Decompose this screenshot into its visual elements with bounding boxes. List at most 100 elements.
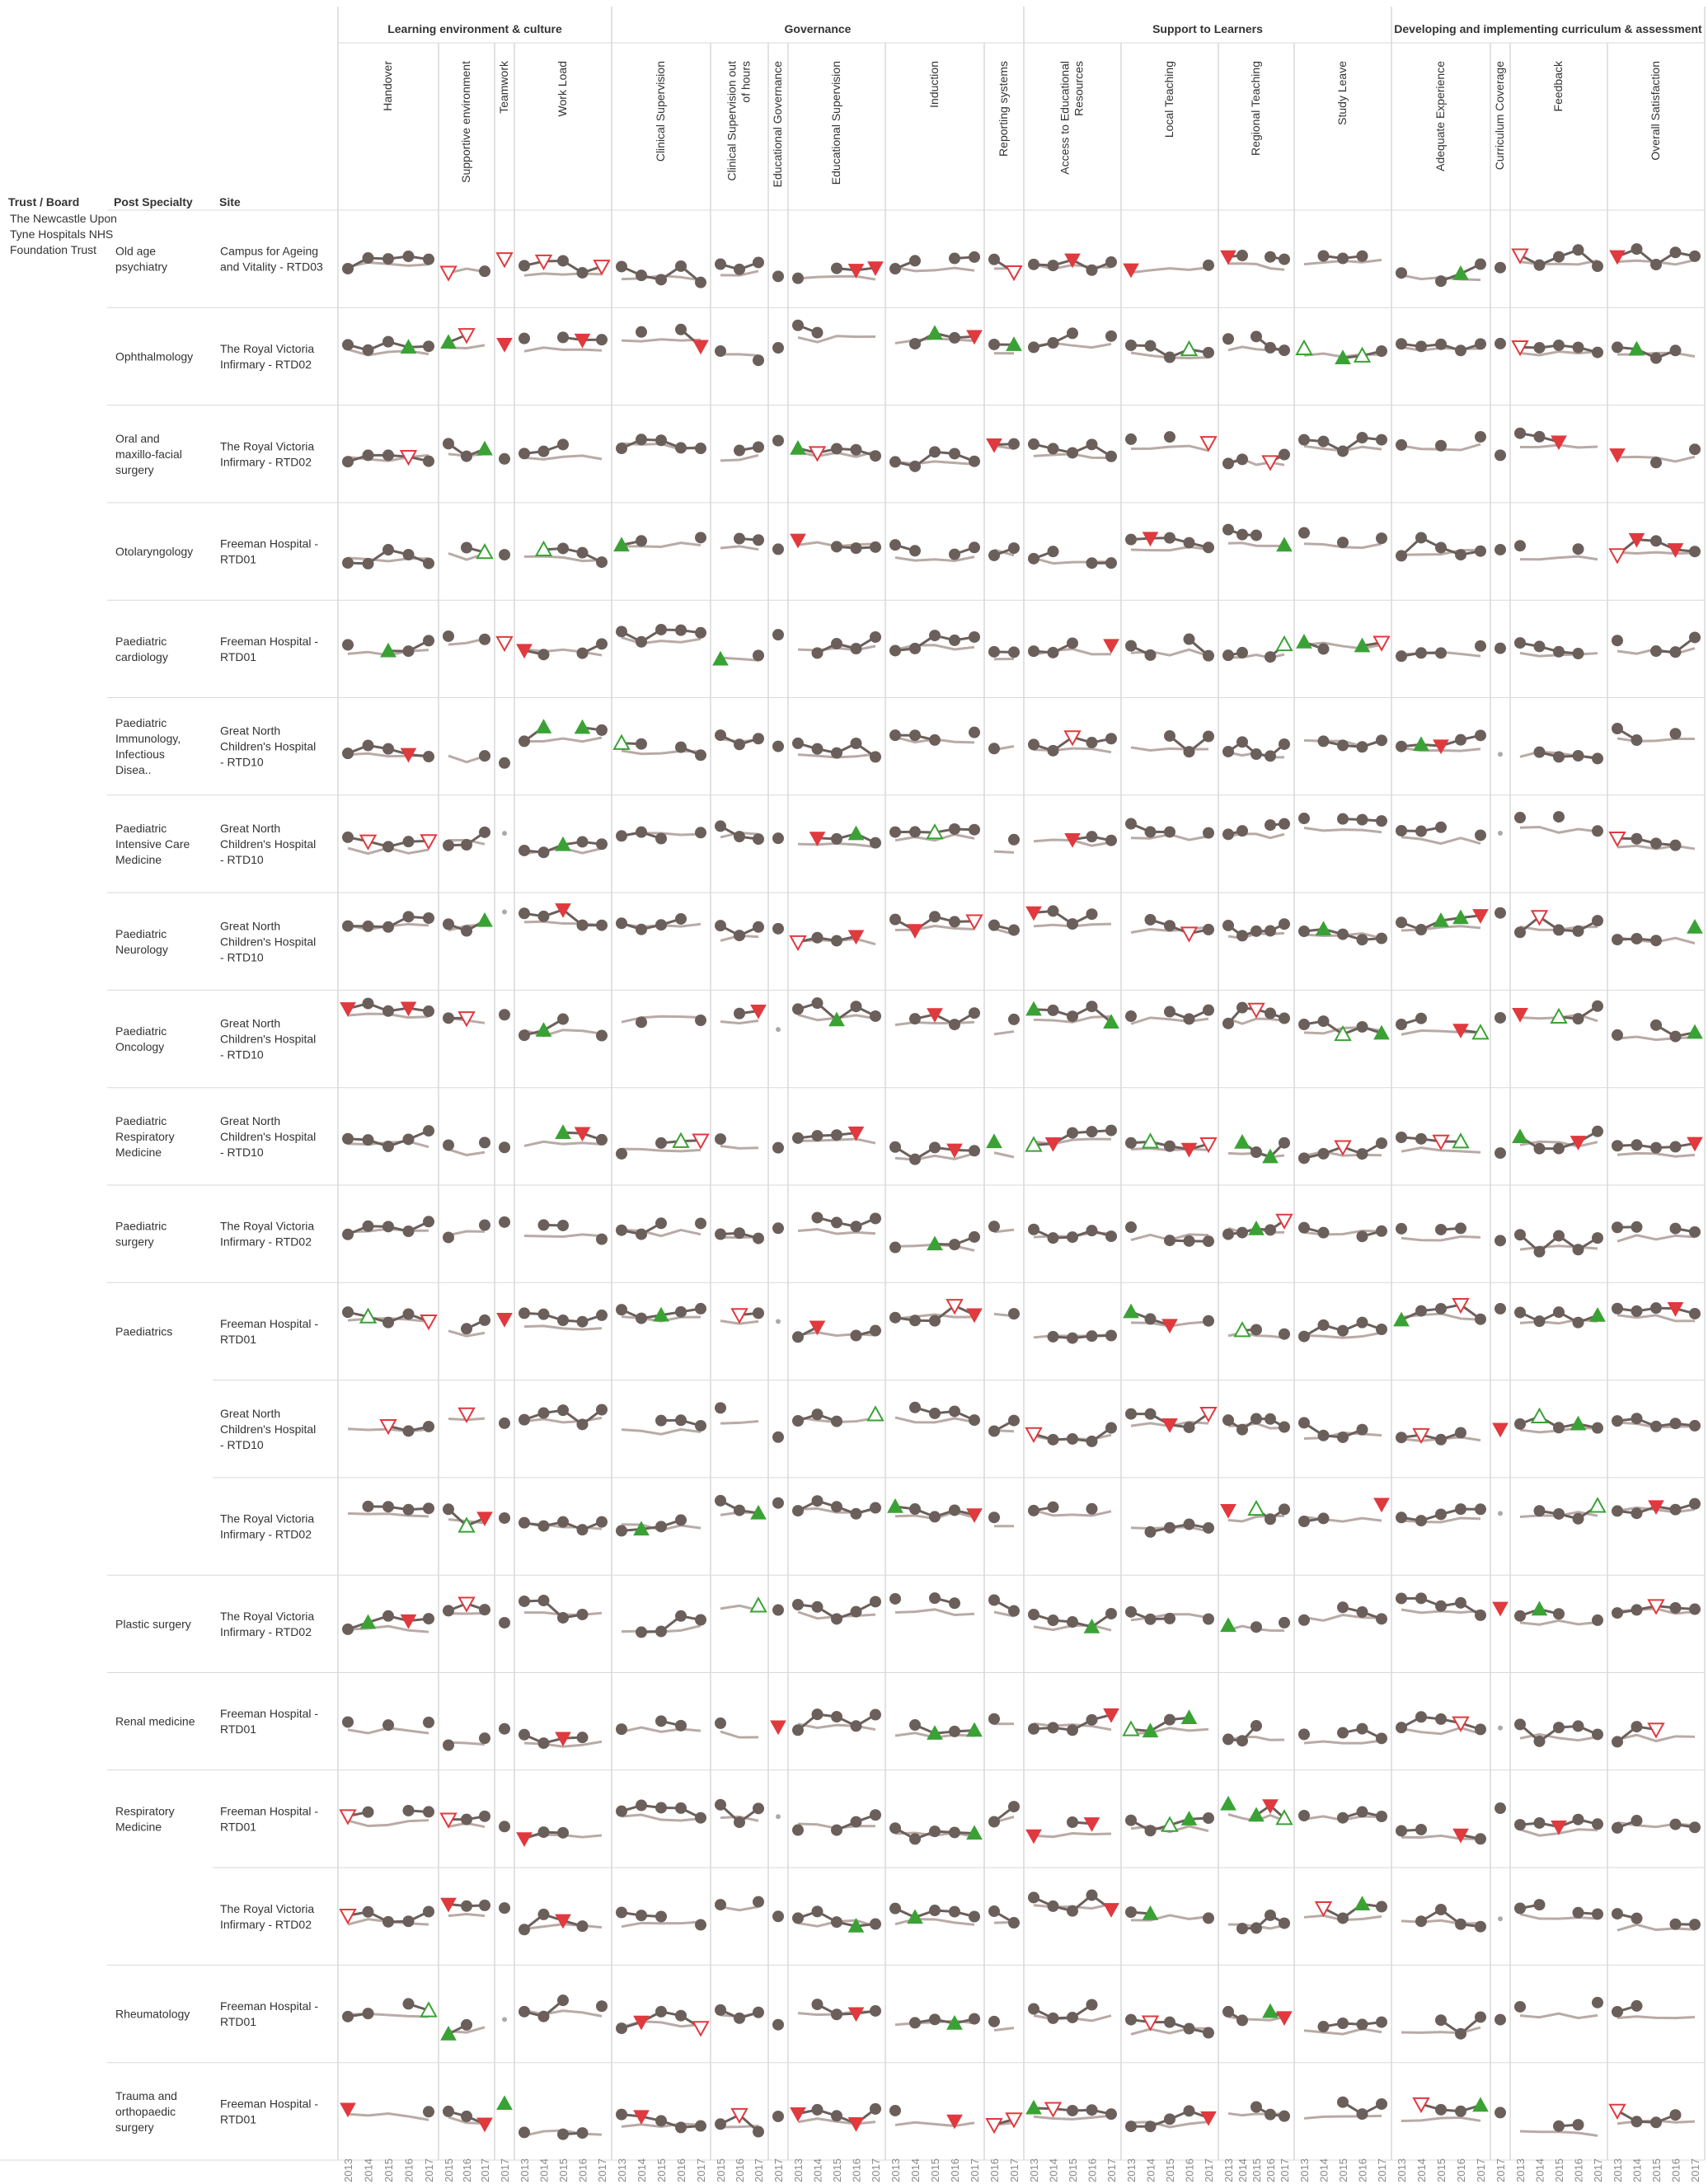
data-point	[402, 1915, 415, 1928]
data-point	[1028, 1722, 1039, 1735]
data-point	[655, 1802, 667, 1814]
data-point-small	[502, 2017, 507, 2022]
data-point	[929, 446, 941, 458]
data-point	[1279, 1917, 1290, 1929]
below-outlier-marker	[790, 2107, 806, 2122]
data-point	[1396, 267, 1407, 279]
data-point	[1125, 1137, 1137, 1149]
data-point	[1236, 646, 1248, 658]
data-point	[1592, 1996, 1603, 2008]
data-point	[811, 1495, 824, 1507]
above-outlier-marker	[986, 1133, 1002, 1149]
below-outlier-marker	[633, 2015, 650, 2031]
year-tick-label: 2015	[655, 2158, 668, 2182]
data-point	[1533, 341, 1546, 354]
below-outlier-marker	[730, 1308, 748, 1324]
data-point	[753, 1232, 764, 1244]
data-point	[889, 729, 901, 742]
data-point	[479, 1219, 490, 1231]
data-point	[949, 634, 960, 646]
data-point	[675, 1414, 687, 1427]
data-point	[443, 918, 454, 930]
data-point	[675, 260, 687, 272]
data-point	[557, 255, 569, 267]
data-point	[1533, 640, 1546, 653]
data-point	[1337, 1601, 1349, 1614]
data-point	[362, 344, 374, 356]
data-point	[929, 1141, 941, 1154]
data-point	[949, 548, 960, 560]
above-outlier-marker	[555, 836, 571, 851]
data-point	[1125, 433, 1137, 445]
below-outlier-marker	[400, 1614, 417, 1629]
above-outlier-marker	[1142, 1722, 1159, 1738]
data-point	[850, 1507, 862, 1520]
above-outlier-marker	[653, 1306, 669, 1322]
data-point	[1396, 1432, 1407, 1444]
data-point	[1572, 341, 1584, 354]
above-outlier-marker	[1471, 1024, 1490, 1040]
data-point	[596, 1516, 608, 1528]
benchmark-line	[347, 1819, 429, 1828]
data-point	[1250, 1324, 1262, 1336]
data-point	[988, 338, 1000, 350]
data-point	[772, 2018, 784, 2031]
below-outlier-marker	[1608, 831, 1626, 848]
data-point	[792, 1505, 804, 1517]
data-point	[831, 2110, 842, 2122]
below-outlier-marker	[1103, 639, 1119, 654]
data-point	[1475, 431, 1486, 443]
data-point	[831, 1415, 842, 1427]
indicator-header: Study Leave	[1335, 61, 1349, 125]
above-outlier-marker	[966, 1722, 983, 1737]
data-point	[1669, 1918, 1682, 1930]
data-point	[1475, 1833, 1486, 1845]
data-point	[889, 2104, 901, 2116]
data-point	[1203, 649, 1214, 662]
below-outlier-marker	[439, 265, 458, 282]
above-outlier-marker	[1103, 1014, 1119, 1029]
site-label: - RTD10	[220, 756, 264, 769]
above-outlier-marker	[1570, 1415, 1587, 1431]
data-point	[1125, 2121, 1137, 2133]
data-point	[362, 1806, 374, 1818]
data-point	[636, 1228, 647, 1240]
year-tick-label: 2013	[1222, 2158, 1235, 2182]
data-point	[792, 1912, 804, 1924]
indicator-header: of hours	[739, 61, 753, 103]
data-point	[537, 1407, 550, 1419]
data-point	[402, 645, 415, 658]
benchmark-line	[1401, 1834, 1481, 1841]
data-point	[949, 1019, 960, 1031]
data-point	[811, 1999, 824, 2011]
data-point	[461, 925, 472, 937]
specialty-label: Paediatric	[115, 1220, 167, 1233]
data-point	[1356, 1020, 1368, 1033]
data-point	[715, 1402, 726, 1414]
indicator-header: Access to Educational	[1058, 61, 1072, 175]
benchmark-line	[894, 1313, 975, 1320]
site-label: Freeman Hospital -	[220, 1707, 318, 1720]
data-point	[1612, 1736, 1623, 1748]
data-point	[1396, 916, 1407, 929]
data-point	[1415, 532, 1427, 544]
site-label: Freeman Hospital -	[220, 1317, 318, 1330]
data-point	[909, 1401, 921, 1413]
data-point	[1125, 1906, 1137, 1919]
data-point	[695, 2120, 706, 2132]
data-point	[1475, 640, 1486, 652]
benchmark-line	[1616, 1314, 1696, 1323]
data-point	[616, 2022, 627, 2035]
data-point	[1222, 1017, 1234, 1029]
data-point-small	[776, 1319, 781, 1324]
site-label: RTD01	[220, 1333, 256, 1346]
above-outlier-marker	[1335, 349, 1351, 364]
benchmark-line	[894, 644, 975, 651]
specialty-label: Paediatric	[115, 716, 167, 729]
data-point	[1669, 646, 1682, 658]
below-outlier-marker	[1372, 635, 1391, 652]
data-point	[1047, 1722, 1059, 1734]
data-point	[695, 276, 706, 288]
below-outlier-marker	[439, 1812, 458, 1829]
benchmark-line	[1033, 1509, 1112, 1517]
